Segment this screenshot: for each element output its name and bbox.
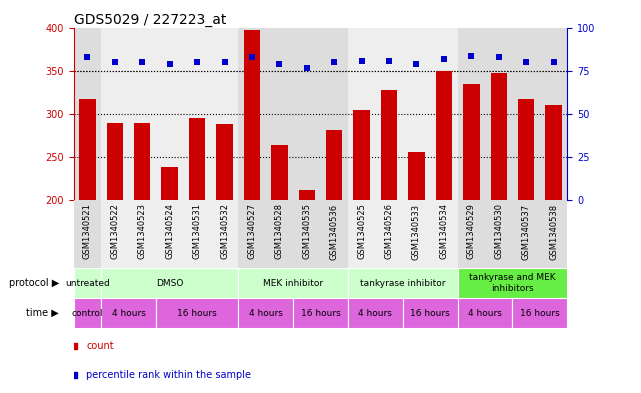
Text: GSM1340537: GSM1340537 — [522, 204, 531, 259]
Bar — [162, 167, 178, 200]
Text: GSM1340523: GSM1340523 — [138, 204, 147, 259]
Bar — [74, 200, 101, 268]
Bar — [271, 145, 288, 200]
Text: GSM1340526: GSM1340526 — [385, 204, 394, 259]
Text: 16 hours: 16 hours — [177, 309, 217, 318]
Bar — [189, 118, 205, 200]
Text: GSM1340535: GSM1340535 — [303, 204, 312, 259]
Text: tankyrase inhibitor: tankyrase inhibitor — [360, 279, 445, 288]
Bar — [238, 298, 293, 328]
Point — [549, 59, 559, 66]
Text: 16 hours: 16 hours — [301, 309, 340, 318]
Bar — [299, 190, 315, 200]
Bar — [458, 28, 567, 200]
Text: tankyrase and MEK
inhibitors: tankyrase and MEK inhibitors — [469, 273, 556, 293]
Text: GSM1340528: GSM1340528 — [275, 204, 284, 259]
Bar — [348, 298, 403, 328]
Bar — [408, 152, 425, 200]
Bar — [156, 298, 238, 328]
Bar — [403, 298, 458, 328]
Bar — [134, 123, 151, 200]
Bar — [244, 30, 260, 200]
Bar — [512, 298, 567, 328]
Text: GSM1340538: GSM1340538 — [549, 204, 558, 259]
Point — [466, 52, 476, 59]
Point — [356, 57, 367, 64]
Text: GSM1340531: GSM1340531 — [192, 204, 202, 259]
Bar — [216, 124, 233, 200]
Bar — [101, 28, 238, 200]
Point — [412, 61, 422, 67]
Text: GSM1340527: GSM1340527 — [247, 204, 256, 259]
Text: untreated: untreated — [65, 279, 110, 288]
Bar — [101, 268, 238, 298]
Bar — [463, 84, 479, 200]
Point — [165, 61, 175, 67]
Bar — [101, 298, 156, 328]
Point — [219, 59, 229, 66]
Bar — [436, 71, 452, 200]
Text: control: control — [72, 309, 103, 318]
Bar — [348, 268, 458, 298]
Bar — [238, 200, 348, 268]
Bar — [353, 110, 370, 200]
Text: 4 hours: 4 hours — [112, 309, 146, 318]
Bar — [518, 99, 535, 200]
Point — [521, 59, 531, 66]
Point — [329, 59, 339, 66]
Text: GSM1340536: GSM1340536 — [329, 204, 338, 259]
Text: GSM1340533: GSM1340533 — [412, 204, 421, 259]
Bar — [74, 298, 101, 328]
Text: 16 hours: 16 hours — [520, 309, 560, 318]
Bar — [348, 200, 458, 268]
Text: 4 hours: 4 hours — [249, 309, 283, 318]
Point — [110, 59, 120, 66]
Text: DMSO: DMSO — [156, 279, 183, 288]
Bar — [238, 268, 348, 298]
Text: GSM1340529: GSM1340529 — [467, 204, 476, 259]
Text: GDS5029 / 227223_at: GDS5029 / 227223_at — [74, 13, 226, 27]
Text: percentile rank within the sample: percentile rank within the sample — [86, 370, 251, 380]
Text: count: count — [86, 341, 113, 351]
Point — [494, 54, 504, 61]
Text: MEK inhibitor: MEK inhibitor — [263, 279, 323, 288]
Bar — [458, 200, 567, 268]
Bar — [79, 99, 96, 200]
Bar — [381, 90, 397, 200]
Bar — [293, 298, 348, 328]
Text: time ▶: time ▶ — [26, 308, 59, 318]
Text: GSM1340524: GSM1340524 — [165, 204, 174, 259]
Bar — [101, 200, 238, 268]
Text: GSM1340530: GSM1340530 — [494, 204, 503, 259]
Bar — [458, 298, 512, 328]
Point — [82, 54, 92, 61]
Bar — [326, 130, 342, 200]
Bar — [74, 268, 101, 298]
Bar — [490, 73, 507, 200]
Point — [192, 59, 203, 66]
Text: 16 hours: 16 hours — [410, 309, 450, 318]
Bar — [545, 105, 562, 200]
Text: GSM1340525: GSM1340525 — [357, 204, 366, 259]
Text: protocol ▶: protocol ▶ — [9, 278, 59, 288]
Text: GSM1340521: GSM1340521 — [83, 204, 92, 259]
Bar — [106, 123, 123, 200]
Text: GSM1340534: GSM1340534 — [439, 204, 449, 259]
Text: 4 hours: 4 hours — [468, 309, 502, 318]
Text: 4 hours: 4 hours — [358, 309, 392, 318]
Bar — [348, 28, 458, 200]
Text: GSM1340532: GSM1340532 — [220, 204, 229, 259]
Bar — [458, 268, 567, 298]
Bar — [74, 28, 101, 200]
Point — [302, 64, 312, 71]
Point — [137, 59, 147, 66]
Point — [438, 56, 449, 62]
Bar — [238, 28, 348, 200]
Point — [274, 61, 285, 67]
Point — [384, 57, 394, 64]
Point — [247, 54, 257, 61]
Text: GSM1340522: GSM1340522 — [110, 204, 119, 259]
